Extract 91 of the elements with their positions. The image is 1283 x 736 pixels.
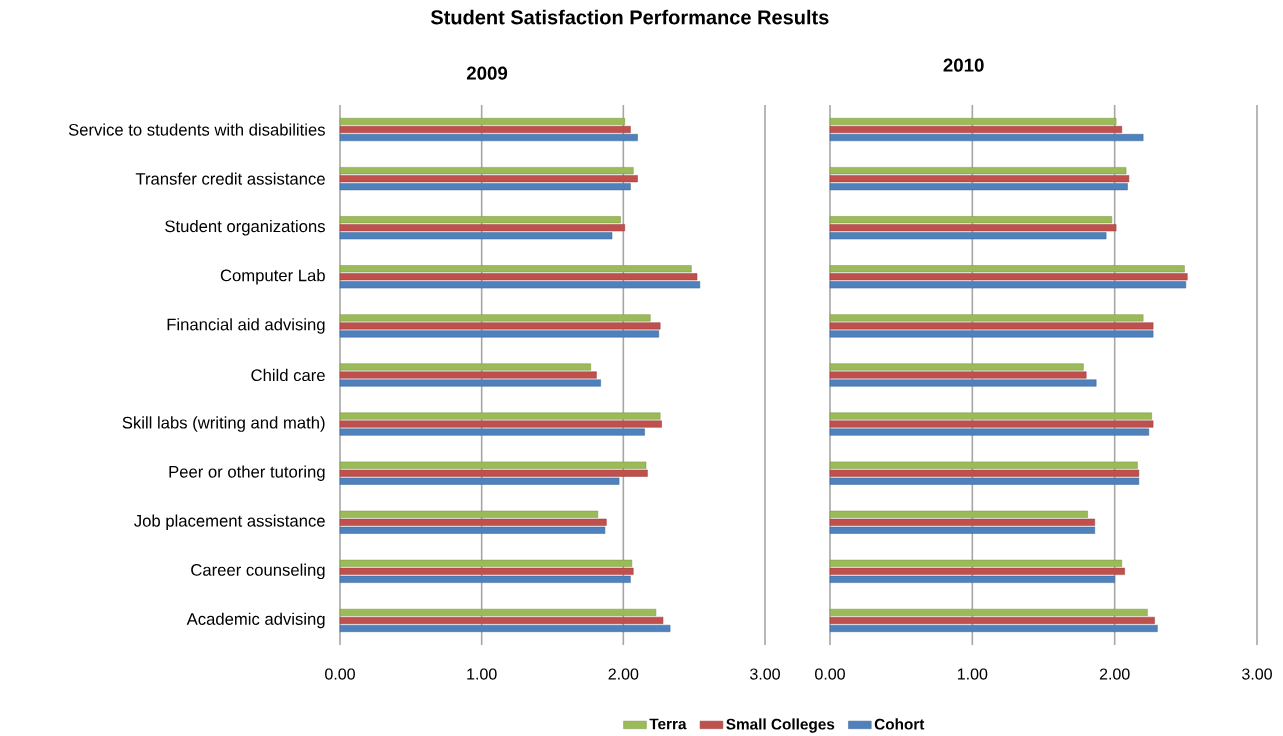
bar [339, 518, 607, 526]
bar [339, 134, 638, 142]
bar [829, 330, 1154, 338]
chart-title: 2010 [943, 58, 984, 72]
bar [339, 330, 660, 338]
bar [829, 224, 1117, 232]
bar [339, 265, 692, 273]
bar [829, 314, 1144, 322]
bar [829, 526, 1096, 534]
bar [829, 273, 1188, 281]
bar [339, 216, 621, 224]
bar [339, 428, 645, 436]
bar [829, 616, 1155, 624]
chart-title: Student Satisfaction Performance Results [430, 9, 829, 25]
bar [339, 175, 638, 183]
bar [339, 118, 626, 126]
bar [829, 281, 1187, 289]
bar [829, 608, 1148, 616]
x-tick-label: 2.00 [1099, 668, 1130, 680]
bar [339, 314, 651, 322]
bar [829, 126, 1123, 134]
legend-label: Small Colleges [726, 718, 835, 733]
y-tick-label: Peer or other tutoring [169, 465, 325, 481]
x-tick-label: 0.00 [325, 668, 355, 680]
bar [829, 624, 1158, 632]
y-tick-label: Child care [251, 368, 325, 382]
bar [829, 167, 1127, 175]
y-tick-label: Student organizations [165, 219, 325, 236]
bar [829, 379, 1097, 387]
bar [339, 575, 631, 583]
bar [339, 371, 597, 379]
bar [339, 608, 657, 616]
bar [829, 420, 1154, 428]
x-tick-label: 1.00 [467, 668, 497, 680]
y-tick-label: Computer Lab [220, 269, 325, 285]
bar [829, 575, 1115, 583]
bar [829, 412, 1152, 420]
y-tick-label: Financial aid advising [167, 318, 325, 334]
bar [829, 134, 1144, 142]
bar [829, 175, 1130, 183]
bar [829, 461, 1138, 469]
legend-label: Terra [649, 718, 687, 730]
bar [829, 265, 1185, 273]
bar [339, 624, 671, 632]
bar [339, 510, 599, 518]
x-tick-label: 2.00 [608, 668, 639, 680]
bar [339, 363, 592, 371]
bar [339, 412, 661, 420]
x-tick-label: 3.00 [1242, 668, 1272, 680]
bar [829, 118, 1117, 126]
legend-label: Cohort [874, 718, 925, 730]
bar [339, 126, 631, 134]
y-tick-label: Job placement assistance [134, 514, 325, 531]
bar [339, 232, 613, 240]
bar [339, 379, 601, 387]
bar [339, 567, 634, 575]
bar [829, 232, 1107, 240]
bar [339, 461, 647, 469]
bar [339, 322, 661, 330]
bar [829, 559, 1123, 567]
bar [829, 518, 1096, 526]
x-tick-label: 3.00 [750, 668, 780, 680]
bar [829, 567, 1125, 575]
bar [339, 477, 620, 485]
chart-subtitle: 2009 [466, 66, 508, 80]
bar [829, 183, 1128, 191]
y-tick-label: Service to students with disabilities [68, 123, 325, 136]
bar [339, 224, 626, 232]
bar [339, 273, 698, 281]
bar [829, 371, 1087, 379]
bar [339, 559, 633, 567]
y-tick-label: Academic advising [186, 612, 325, 629]
bar [829, 477, 1140, 485]
y-tick-label: Skill labs (writing and math) [122, 416, 325, 432]
bar [829, 363, 1084, 371]
bar [829, 322, 1154, 330]
bar [829, 510, 1088, 518]
bar [829, 216, 1113, 224]
bar [339, 469, 648, 477]
bar [339, 420, 662, 428]
bar [829, 469, 1140, 477]
y-tick-label: Transfer credit assistance [135, 172, 325, 185]
bar [339, 526, 606, 534]
x-tick-label: 1.00 [957, 668, 988, 680]
bar [829, 428, 1150, 436]
x-tick-label: 0.00 [815, 668, 845, 680]
bar [339, 167, 634, 175]
bar [339, 281, 701, 289]
bar [339, 616, 664, 624]
bar [339, 183, 631, 191]
y-tick-label: Career counseling [191, 563, 325, 580]
